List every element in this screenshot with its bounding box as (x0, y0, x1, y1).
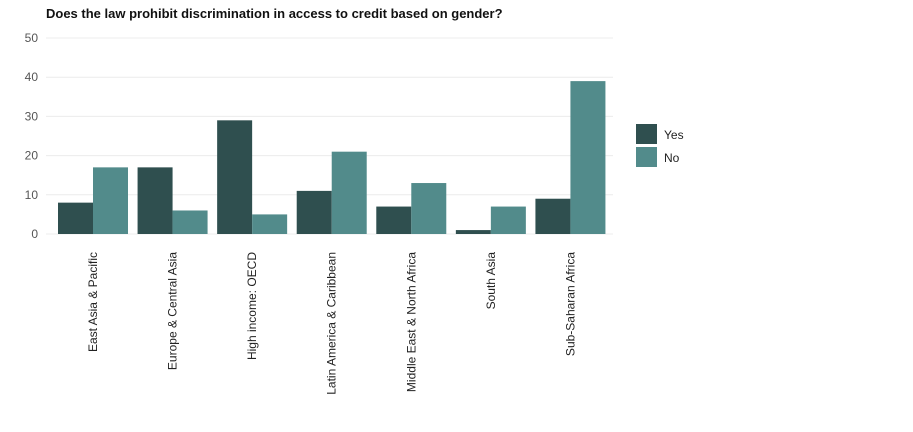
y-tick-label: 10 (25, 188, 39, 202)
bar-yes (376, 206, 412, 234)
y-tick-label: 50 (25, 31, 39, 45)
y-tick-label: 30 (25, 109, 39, 123)
x-axis-labels: East Asia & Pacific Europe & Central Asia… (86, 252, 577, 395)
y-tick-label: 40 (25, 70, 39, 84)
legend: Yes No (636, 124, 684, 167)
x-tick-label: South Asia (484, 252, 498, 310)
legend-label-no: No (664, 151, 680, 165)
bar-no (172, 210, 208, 234)
chart-title: Does the law prohibit discrimination in … (46, 6, 503, 21)
y-tick-label: 20 (25, 149, 39, 163)
bar-yes (455, 230, 491, 234)
bar-no (93, 167, 128, 234)
x-tick-label: High income: OECD (245, 252, 259, 360)
y-tick-label: 0 (31, 227, 38, 241)
bar-yes (535, 198, 571, 234)
bar-yes (58, 202, 93, 234)
bar-yes (217, 120, 253, 234)
bar-no (570, 81, 606, 235)
bar-no (490, 206, 526, 234)
bar-yes (296, 190, 332, 234)
legend-swatch-no (636, 147, 657, 167)
x-tick-label: East Asia & Pacific (86, 252, 100, 352)
x-tick-label: Middle East & North Africa (404, 252, 418, 392)
x-tick-label: Latin America & Caribbean (325, 252, 339, 395)
bar-yes (137, 167, 173, 234)
x-tick-label: Sub-Saharan Africa (563, 252, 577, 356)
bar-no (331, 151, 367, 234)
y-axis-ticks: 0 10 20 30 40 50 (25, 31, 39, 241)
legend-swatch-yes (636, 124, 657, 144)
bar-no (411, 183, 447, 234)
bar-no (252, 214, 288, 234)
bars (58, 81, 606, 235)
legend-label-yes: Yes (664, 128, 684, 142)
x-tick-label: Europe & Central Asia (166, 252, 180, 370)
